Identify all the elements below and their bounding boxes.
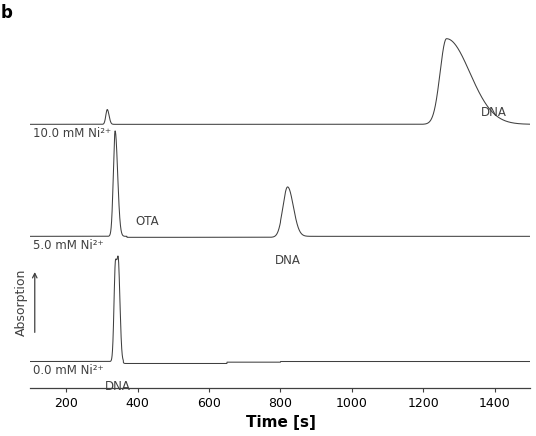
Text: DNA: DNA	[105, 380, 131, 393]
Text: 0.0 mM Ni²⁺: 0.0 mM Ni²⁺	[33, 364, 104, 377]
Text: 5.0 mM Ni²⁺: 5.0 mM Ni²⁺	[33, 239, 104, 252]
Text: Absorption: Absorption	[16, 269, 28, 336]
Text: 10.0 mM Ni²⁺: 10.0 mM Ni²⁺	[33, 127, 111, 140]
Text: DNA: DNA	[274, 255, 301, 267]
Text: DNA: DNA	[480, 106, 507, 119]
Text: b: b	[1, 4, 12, 23]
X-axis label: Time [s]: Time [s]	[245, 416, 315, 430]
Text: OTA: OTA	[136, 215, 159, 228]
